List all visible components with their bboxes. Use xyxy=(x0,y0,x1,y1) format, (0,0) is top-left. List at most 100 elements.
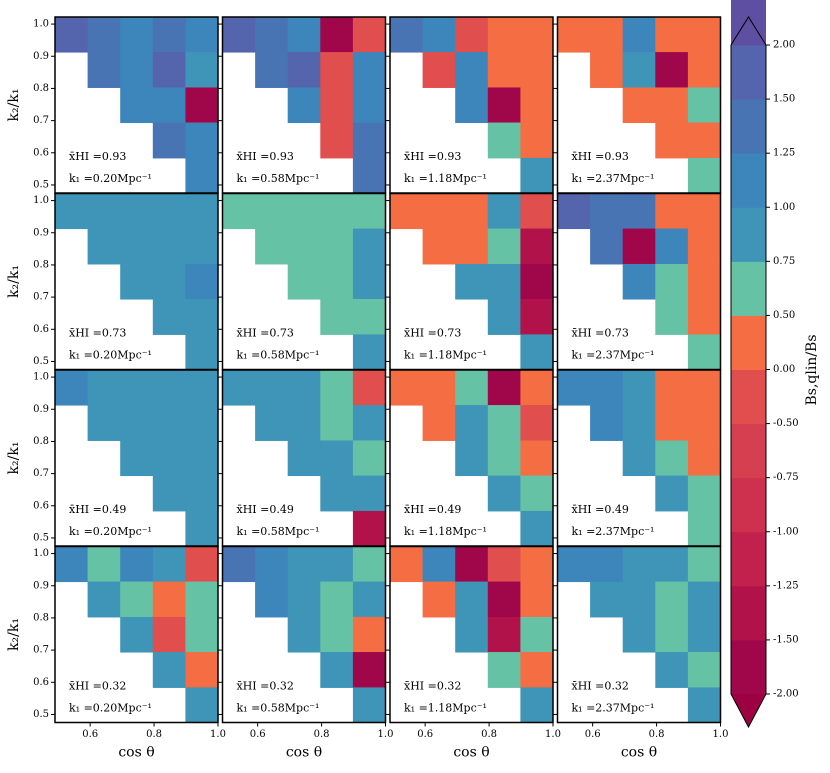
contour-cell xyxy=(455,87,489,124)
contour-cell xyxy=(422,52,456,88)
contour-cell xyxy=(590,370,624,406)
contour-cell xyxy=(287,581,321,618)
contour-cell xyxy=(185,475,219,512)
annotation: x̄HI =0.49 xyxy=(404,503,461,516)
contour-cell xyxy=(590,17,624,53)
annotation: k₁ =1.18Mpc⁻¹ xyxy=(404,349,487,362)
colorbar-segment xyxy=(731,531,766,587)
annotation: x̄HI =0.49 xyxy=(572,503,629,516)
contour-cell xyxy=(152,475,186,512)
contour-cell xyxy=(487,546,521,583)
contour-cell xyxy=(520,157,554,194)
contour-cell xyxy=(120,17,154,53)
contour-cell xyxy=(320,652,354,688)
contour-cell xyxy=(120,405,154,441)
contour-cell xyxy=(287,87,321,124)
x-tick-label: 0.6 xyxy=(417,729,433,740)
x-tick-label: 1.0 xyxy=(378,729,394,740)
colorbar-label: Bs,qlin/Bs xyxy=(804,334,820,405)
y-tick-label: 0.8 xyxy=(33,612,49,623)
contour-cell xyxy=(520,510,554,547)
annotation: k₁ =0.58Mpc⁻¹ xyxy=(237,172,320,185)
contour-cell xyxy=(422,193,456,230)
contour-cell xyxy=(557,193,591,230)
contour-cell xyxy=(520,334,554,370)
contour-cell xyxy=(55,546,89,583)
contour-cell xyxy=(622,87,656,124)
contour-cell xyxy=(255,581,289,618)
contour-cell xyxy=(622,228,656,265)
contour-cell xyxy=(287,440,321,477)
contour-cell xyxy=(222,370,256,406)
contour-cell xyxy=(320,228,354,265)
y-tick-label: 0.5 xyxy=(33,356,49,367)
contour-cell xyxy=(152,546,186,583)
contour-cell xyxy=(687,334,721,370)
contour-cell xyxy=(152,193,186,230)
contour-cell xyxy=(455,405,489,441)
y-tick-label: 0.7 xyxy=(33,645,49,656)
contour-cell xyxy=(487,87,521,124)
contour-cell xyxy=(655,228,689,265)
contour-cell xyxy=(520,475,554,512)
contour-cell xyxy=(152,616,186,653)
contour-cell xyxy=(55,370,89,406)
colorbar-segment xyxy=(731,261,766,316)
contour-cell xyxy=(185,616,219,653)
contour-cell xyxy=(320,193,354,230)
colorbar-tick-label: -0.75 xyxy=(773,472,799,483)
contour-cell xyxy=(185,87,219,124)
y-tick-label: 1.0 xyxy=(33,19,49,30)
contour-cell xyxy=(687,17,721,53)
contour-cell xyxy=(287,228,321,265)
panel-frame xyxy=(54,545,219,724)
contour-cell xyxy=(185,52,219,88)
contour-cell xyxy=(152,370,186,406)
y-tick-label: 0.6 xyxy=(33,500,49,511)
contour-cell xyxy=(655,17,689,53)
y-tick-label: 0.8 xyxy=(33,436,49,447)
contour-cell xyxy=(655,263,689,300)
colorbar-segment xyxy=(731,45,766,100)
contour-cell xyxy=(55,193,89,230)
contour-cell xyxy=(455,228,489,265)
annotation: k₁ =0.20Mpc⁻¹ xyxy=(69,525,152,538)
contour-cell xyxy=(390,370,424,406)
colorbar-tick-label: -1.00 xyxy=(773,526,799,537)
y-tick-label: 0.6 xyxy=(33,677,49,688)
contour-cell xyxy=(185,581,219,618)
annotation: x̄HI =0.73 xyxy=(69,327,126,340)
contour-cell xyxy=(320,581,354,618)
contour-cell xyxy=(352,652,386,688)
annotation: x̄HI =0.32 xyxy=(237,680,294,693)
colorbar-segment xyxy=(731,315,766,370)
contour-cell xyxy=(487,193,521,230)
contour-cell xyxy=(352,157,386,194)
contour-cell xyxy=(520,17,554,53)
contour-cell xyxy=(590,546,624,583)
contour-cell xyxy=(655,652,689,688)
contour-cell xyxy=(352,122,386,159)
contour-cell xyxy=(390,546,424,583)
contour-cell xyxy=(320,52,354,88)
contour-cell xyxy=(352,405,386,441)
contour-cell xyxy=(520,193,554,230)
contour-cell xyxy=(455,546,489,583)
contour-cell xyxy=(520,122,554,159)
contour-cell xyxy=(520,370,554,406)
contour-cell xyxy=(55,17,89,53)
contour-cell xyxy=(687,440,721,477)
contour-cell xyxy=(487,652,521,688)
x-axis-label: cos θ xyxy=(453,745,489,761)
annotation: k₁ =2.37Mpc⁻¹ xyxy=(572,172,655,185)
contour-cell xyxy=(87,546,121,583)
contour-cell xyxy=(687,299,721,335)
contour-cell xyxy=(655,193,689,230)
contour-cell xyxy=(557,17,591,53)
contour-cell xyxy=(352,581,386,618)
contour-cell xyxy=(520,87,554,124)
contour-cell xyxy=(687,263,721,300)
y-tick-label: 0.9 xyxy=(33,51,49,62)
colorbar-tick-label: -1.50 xyxy=(773,634,799,645)
contour-cell xyxy=(622,263,656,300)
